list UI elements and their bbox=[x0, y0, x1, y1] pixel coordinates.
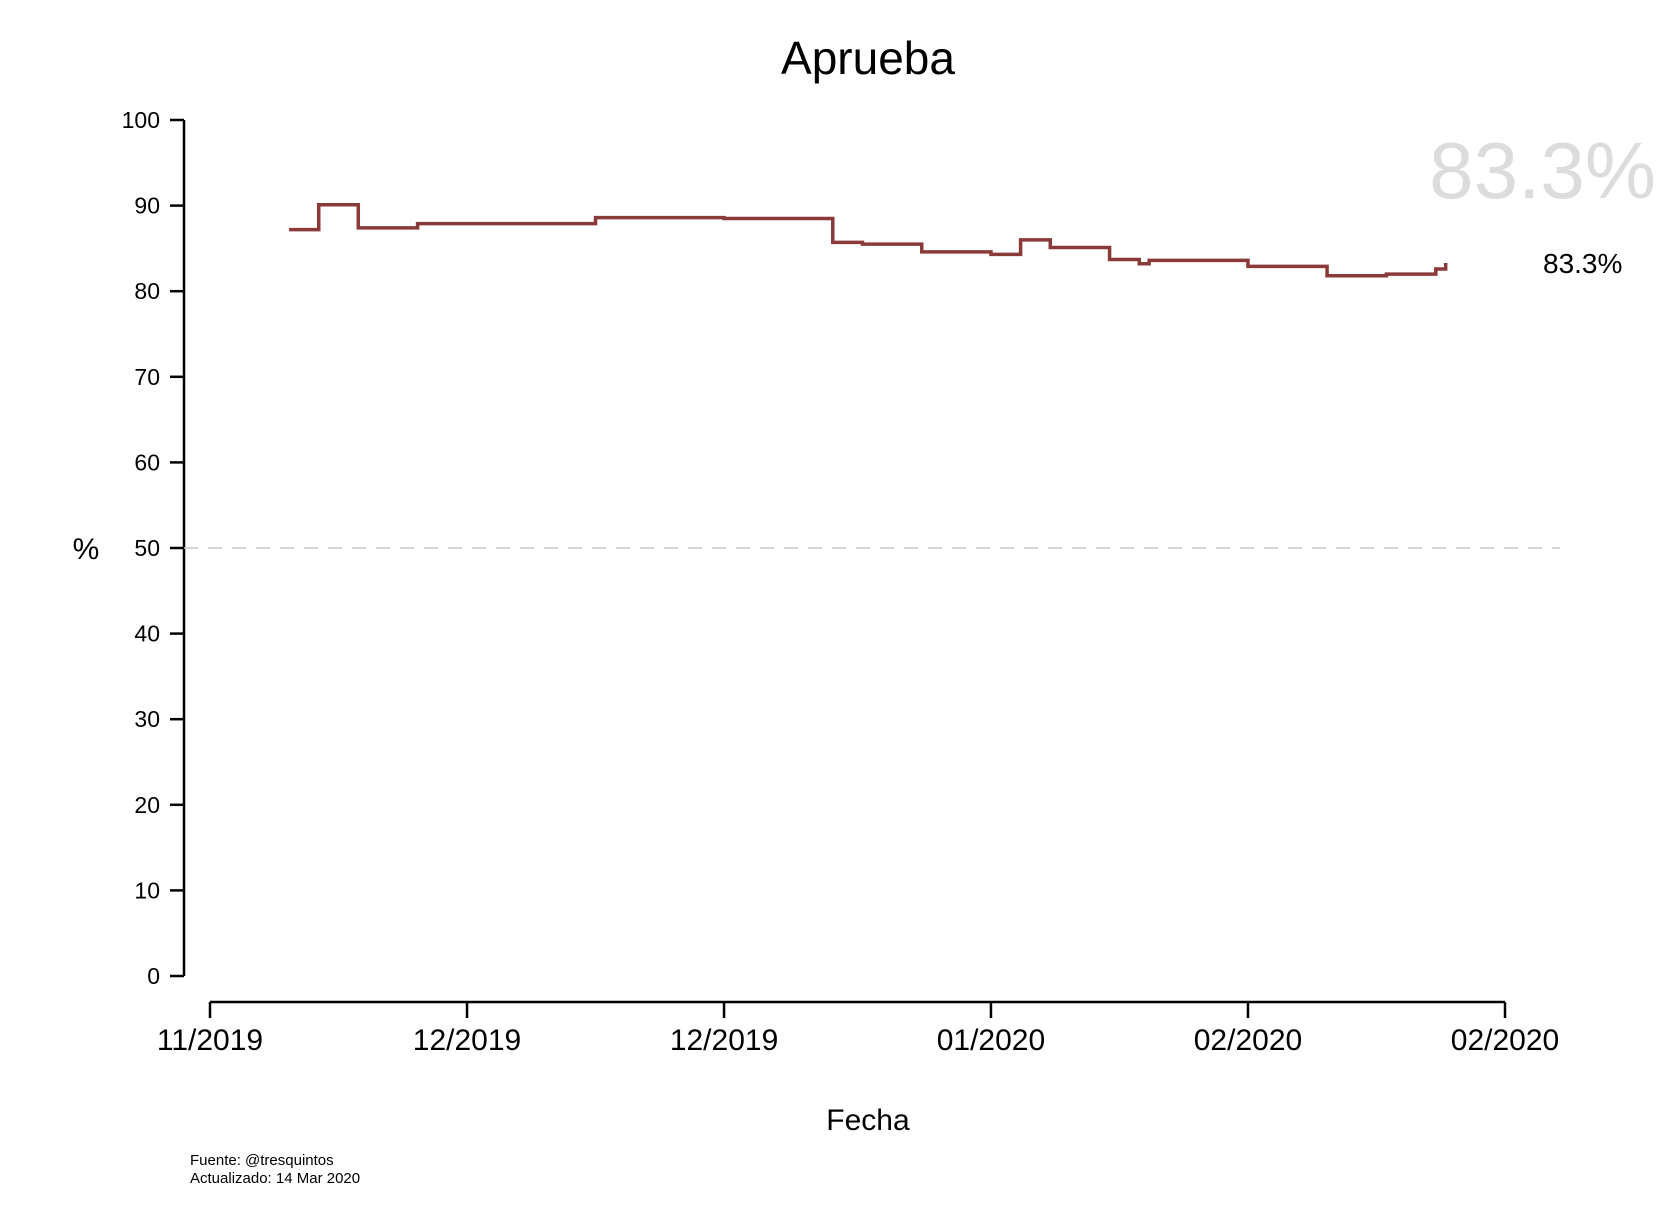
y-tick-label: 100 bbox=[122, 107, 160, 133]
y-tick-label: 10 bbox=[134, 877, 160, 903]
x-axis: 11/2019 12/2019 12/2019 01/2020 02/2020 02/20… bbox=[157, 1000, 1559, 1057]
x-axis-label: Fecha bbox=[826, 1104, 910, 1137]
x-tick-label: 02/2020 bbox=[1194, 1024, 1302, 1057]
x-tick-label: 01/2020 bbox=[937, 1024, 1045, 1057]
y-tick-label: 40 bbox=[134, 621, 160, 647]
y-axis-label: % bbox=[73, 533, 100, 566]
footer-source: Fuente: @tresquintos bbox=[190, 1152, 334, 1169]
y-tick-label: 30 bbox=[134, 706, 160, 732]
big-value-label: 83.3% bbox=[1429, 126, 1656, 215]
y-tick-label: 50 bbox=[134, 535, 160, 561]
y-tick-label: 60 bbox=[134, 449, 160, 475]
y-tick-label: 20 bbox=[134, 792, 160, 818]
y-tick-label: 70 bbox=[134, 364, 160, 390]
x-tick-label: 12/2019 bbox=[670, 1024, 778, 1057]
last-value-label: 83.3% bbox=[1543, 248, 1622, 279]
chart-title: Aprueba bbox=[781, 32, 955, 84]
y-tick-label: 90 bbox=[134, 193, 160, 219]
series-layer bbox=[289, 202, 1448, 278]
y-tick-label: 80 bbox=[134, 278, 160, 304]
footer-updated: Actualizado: 14 Mar 2020 bbox=[190, 1170, 360, 1187]
y-axis: 0 10 20 30 40 50 60 70 80 90 100 bbox=[122, 107, 186, 989]
y-tick-label: 0 bbox=[147, 963, 160, 989]
x-tick-label: 11/2019 bbox=[157, 1024, 263, 1057]
x-tick-label: 02/2020 bbox=[1451, 1024, 1559, 1057]
x-tick-label: 12/2019 bbox=[413, 1024, 521, 1057]
approval-step-line bbox=[289, 202, 1448, 278]
